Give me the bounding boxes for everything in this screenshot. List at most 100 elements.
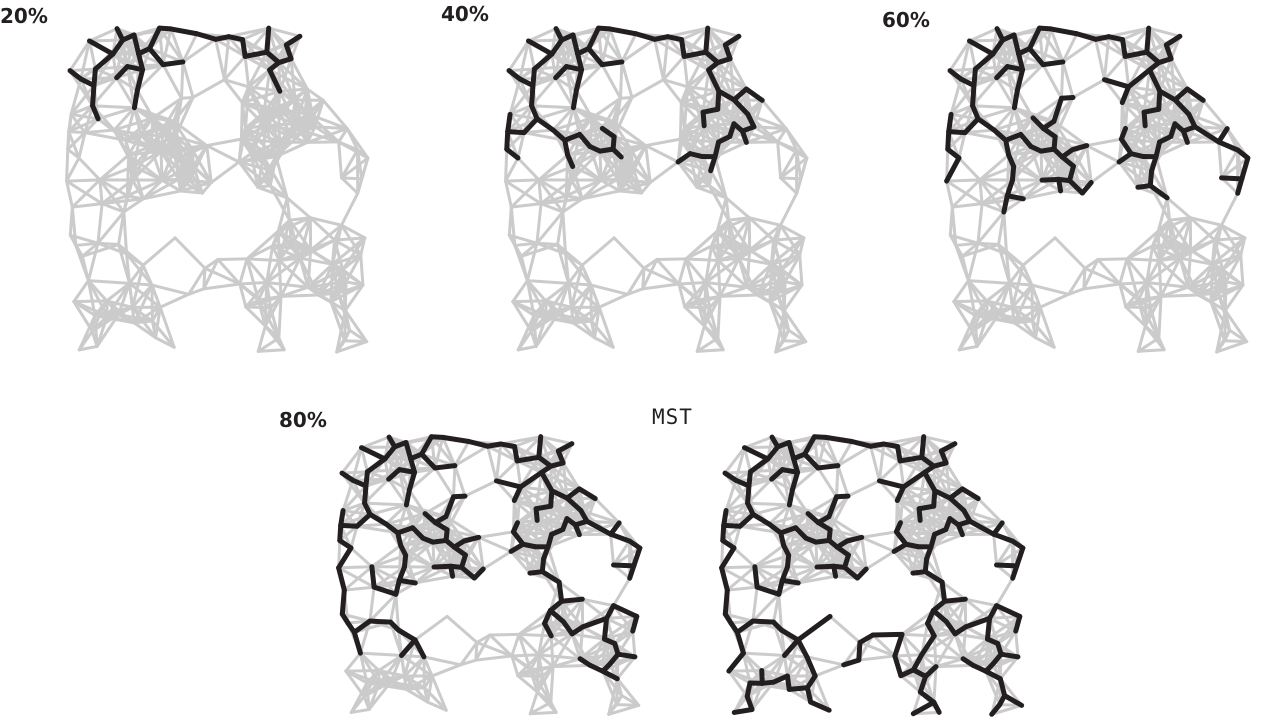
graph-edge: [718, 296, 720, 338]
tree-edge: [604, 618, 606, 639]
tree-edge: [734, 709, 752, 712]
tree-edge: [725, 590, 727, 614]
graph-edge: [67, 180, 100, 181]
tree-edge: [267, 28, 269, 52]
tree-edge: [374, 587, 396, 594]
graph-panel-20: [58, 18, 403, 368]
graph-edge: [512, 634, 519, 656]
tree-edge: [725, 473, 736, 480]
graph-edge: [895, 655, 922, 656]
graph-edge: [848, 481, 879, 496]
graph-edge: [279, 261, 281, 297]
panel-label-mst: MST: [652, 405, 693, 429]
graph-edge: [620, 62, 621, 98]
network-graph-mst: [713, 428, 1058, 728]
graph-edge: [959, 158, 980, 180]
tree-edge: [729, 653, 744, 671]
tree-edge: [789, 490, 792, 505]
graph-edge: [718, 261, 720, 297]
graph-edge: [534, 315, 536, 346]
graph-edge: [1219, 142, 1222, 178]
graph-edge: [240, 259, 247, 284]
graph-edges: [947, 28, 1248, 352]
graph-edge: [1063, 62, 1073, 98]
graph-edge: [93, 106, 135, 108]
graph-edge: [211, 162, 239, 183]
graph-edge: [361, 255, 363, 285]
graph-edge: [934, 667, 936, 703]
tree-edge: [817, 566, 834, 567]
graph-edges: [722, 437, 1023, 715]
graph-edge: [527, 281, 568, 284]
graph-edge: [179, 179, 190, 180]
graph-edge: [1225, 282, 1226, 311]
tree-edge: [435, 466, 455, 468]
graph-edge: [290, 220, 292, 244]
panel-label-20: 20%: [0, 4, 48, 28]
graph-edge: [729, 670, 762, 671]
graph-edge: [532, 106, 574, 108]
graph-edge: [346, 653, 361, 671]
tree-edge: [753, 621, 774, 622]
graph-edge: [360, 653, 401, 655]
graph-edge: [513, 301, 546, 302]
graph-edge: [339, 142, 342, 178]
network-graph-80: [330, 428, 675, 728]
graph-edge: [614, 578, 630, 605]
graph-edge: [859, 656, 895, 660]
graph-edge: [1087, 146, 1119, 162]
graph-edge: [415, 616, 447, 640]
graph-panel-60: [938, 18, 1280, 368]
graph-edge: [975, 315, 977, 346]
graph-edge: [265, 282, 266, 326]
graph-edge: [704, 282, 705, 326]
graph-edge: [729, 220, 731, 244]
graph-edge: [900, 461, 903, 487]
tree-edge: [755, 567, 757, 587]
tree-edge: [757, 587, 779, 594]
graph-edge: [781, 178, 797, 193]
graph-edge: [1145, 282, 1146, 326]
graph-edge: [743, 653, 784, 655]
tree-edge: [847, 537, 861, 541]
graph-edge: [240, 282, 267, 283]
graph-edge: [372, 545, 401, 566]
graph-edge: [611, 534, 614, 565]
graph-edge: [245, 56, 248, 86]
graph-edge: [342, 193, 358, 225]
graph-edge: [618, 179, 629, 180]
tree-edge: [610, 29, 636, 34]
graph-edge: [1061, 62, 1062, 98]
graph-edge: [646, 146, 678, 162]
tree-edge: [365, 486, 366, 503]
graph-edge: [465, 481, 496, 496]
graph-edge: [1241, 255, 1243, 285]
tree-edge: [517, 457, 539, 461]
graph-edge: [781, 193, 797, 225]
graph-edge: [600, 151, 601, 180]
graph-edge: [479, 537, 511, 551]
graph-edge: [1041, 151, 1042, 180]
graph-edge: [978, 243, 999, 244]
graph-edge: [79, 158, 100, 180]
graph-edge: [582, 238, 614, 265]
graph-edge: [755, 545, 784, 566]
graph-panel-40: [497, 18, 842, 368]
graph-edge: [367, 683, 369, 709]
tree-edge: [559, 582, 561, 601]
tree-edge: [682, 40, 685, 57]
graph-edge: [573, 321, 591, 323]
tree-edge: [748, 486, 749, 503]
graph-edge: [204, 284, 240, 289]
tree-edge: [762, 670, 763, 683]
graph-edges: [67, 28, 368, 352]
graph-edge: [1014, 321, 1032, 323]
graph-edge: [968, 281, 1009, 284]
tree-edge: [922, 437, 924, 458]
graph-edge: [1120, 259, 1127, 284]
tree-edge: [354, 632, 360, 653]
panel-label-80: 80%: [279, 408, 327, 432]
tree-edge: [718, 91, 719, 109]
tree-edge: [1042, 179, 1059, 180]
graph-edge: [152, 285, 189, 294]
